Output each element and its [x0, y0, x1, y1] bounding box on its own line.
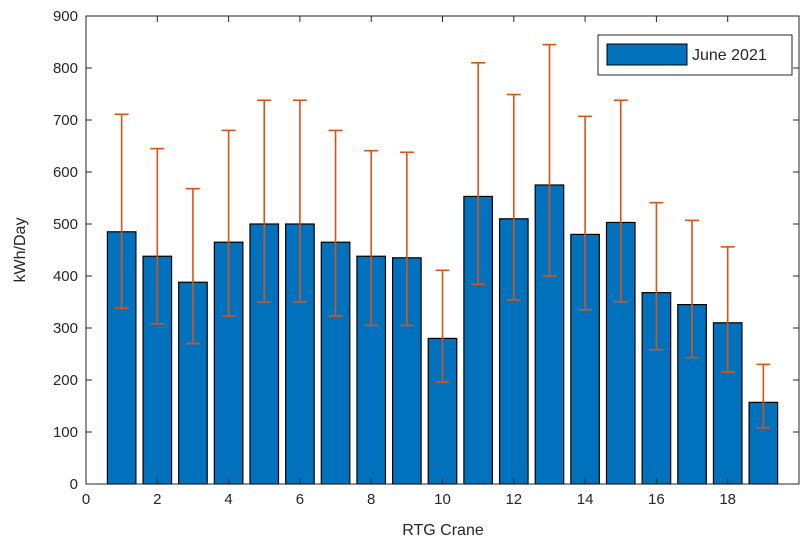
x-tick-label: 14 [577, 491, 594, 508]
x-tick-label: 0 [82, 491, 90, 508]
y-tick-label: 0 [70, 476, 78, 493]
x-tick-label: 10 [434, 491, 451, 508]
error-bar-7 [328, 129, 343, 317]
y-tick-label: 400 [53, 268, 78, 285]
error-bar-6 [292, 99, 307, 303]
error-bar-10 [435, 269, 450, 383]
y-tick-label: 300 [53, 320, 78, 337]
error-bar-5 [257, 99, 272, 303]
x-tick-label: 8 [367, 491, 375, 508]
error-bar-16 [649, 201, 664, 351]
x-tick-label: 2 [153, 491, 161, 508]
error-bar-1 [114, 113, 129, 310]
error-bar-18 [720, 246, 735, 374]
y-tick-label: 200 [53, 372, 78, 389]
x-tick-label: 6 [296, 491, 304, 508]
error-bar-19 [756, 363, 771, 429]
x-tick-label: 16 [648, 491, 665, 508]
bar-4 [213, 241, 244, 485]
y-tick-label: 900 [53, 8, 78, 25]
error-bar-9 [399, 151, 414, 327]
y-tick-label: 800 [53, 60, 78, 77]
error-bar-17 [685, 219, 700, 359]
legend: June 2021 [597, 34, 793, 76]
tick-labels: 0 2 4 6 8 10 12 14 16 18 0 100 200 300 400 500 600 700 800… [53, 8, 736, 508]
error-bar-11 [471, 61, 486, 286]
y-tick-label: 700 [53, 112, 78, 129]
error-bar-4 [221, 129, 236, 317]
y-tick-label: 600 [53, 164, 78, 181]
x-tick-label: 18 [719, 491, 736, 508]
error-bar-13 [542, 43, 557, 277]
y-tick-label: 100 [53, 424, 78, 441]
error-bar-12 [506, 93, 521, 301]
error-bar-2 [150, 147, 165, 325]
legend-swatch [606, 43, 688, 66]
x-tick-label: 4 [224, 491, 232, 508]
x-axis-label: RTG Crane [402, 522, 484, 539]
error-bar-14 [578, 115, 593, 311]
error-bar-3 [185, 187, 200, 345]
error-bars-layer [114, 43, 771, 429]
x-tick-label: 12 [505, 491, 522, 508]
legend-label: June 2021 [692, 47, 767, 64]
y-axis-label: kWh/Day [12, 218, 29, 283]
error-bar-8 [364, 149, 379, 327]
y-tick-label: 500 [53, 216, 78, 233]
bar-17 [677, 304, 707, 485]
axes [85, 15, 800, 485]
error-bar-15 [613, 99, 628, 303]
